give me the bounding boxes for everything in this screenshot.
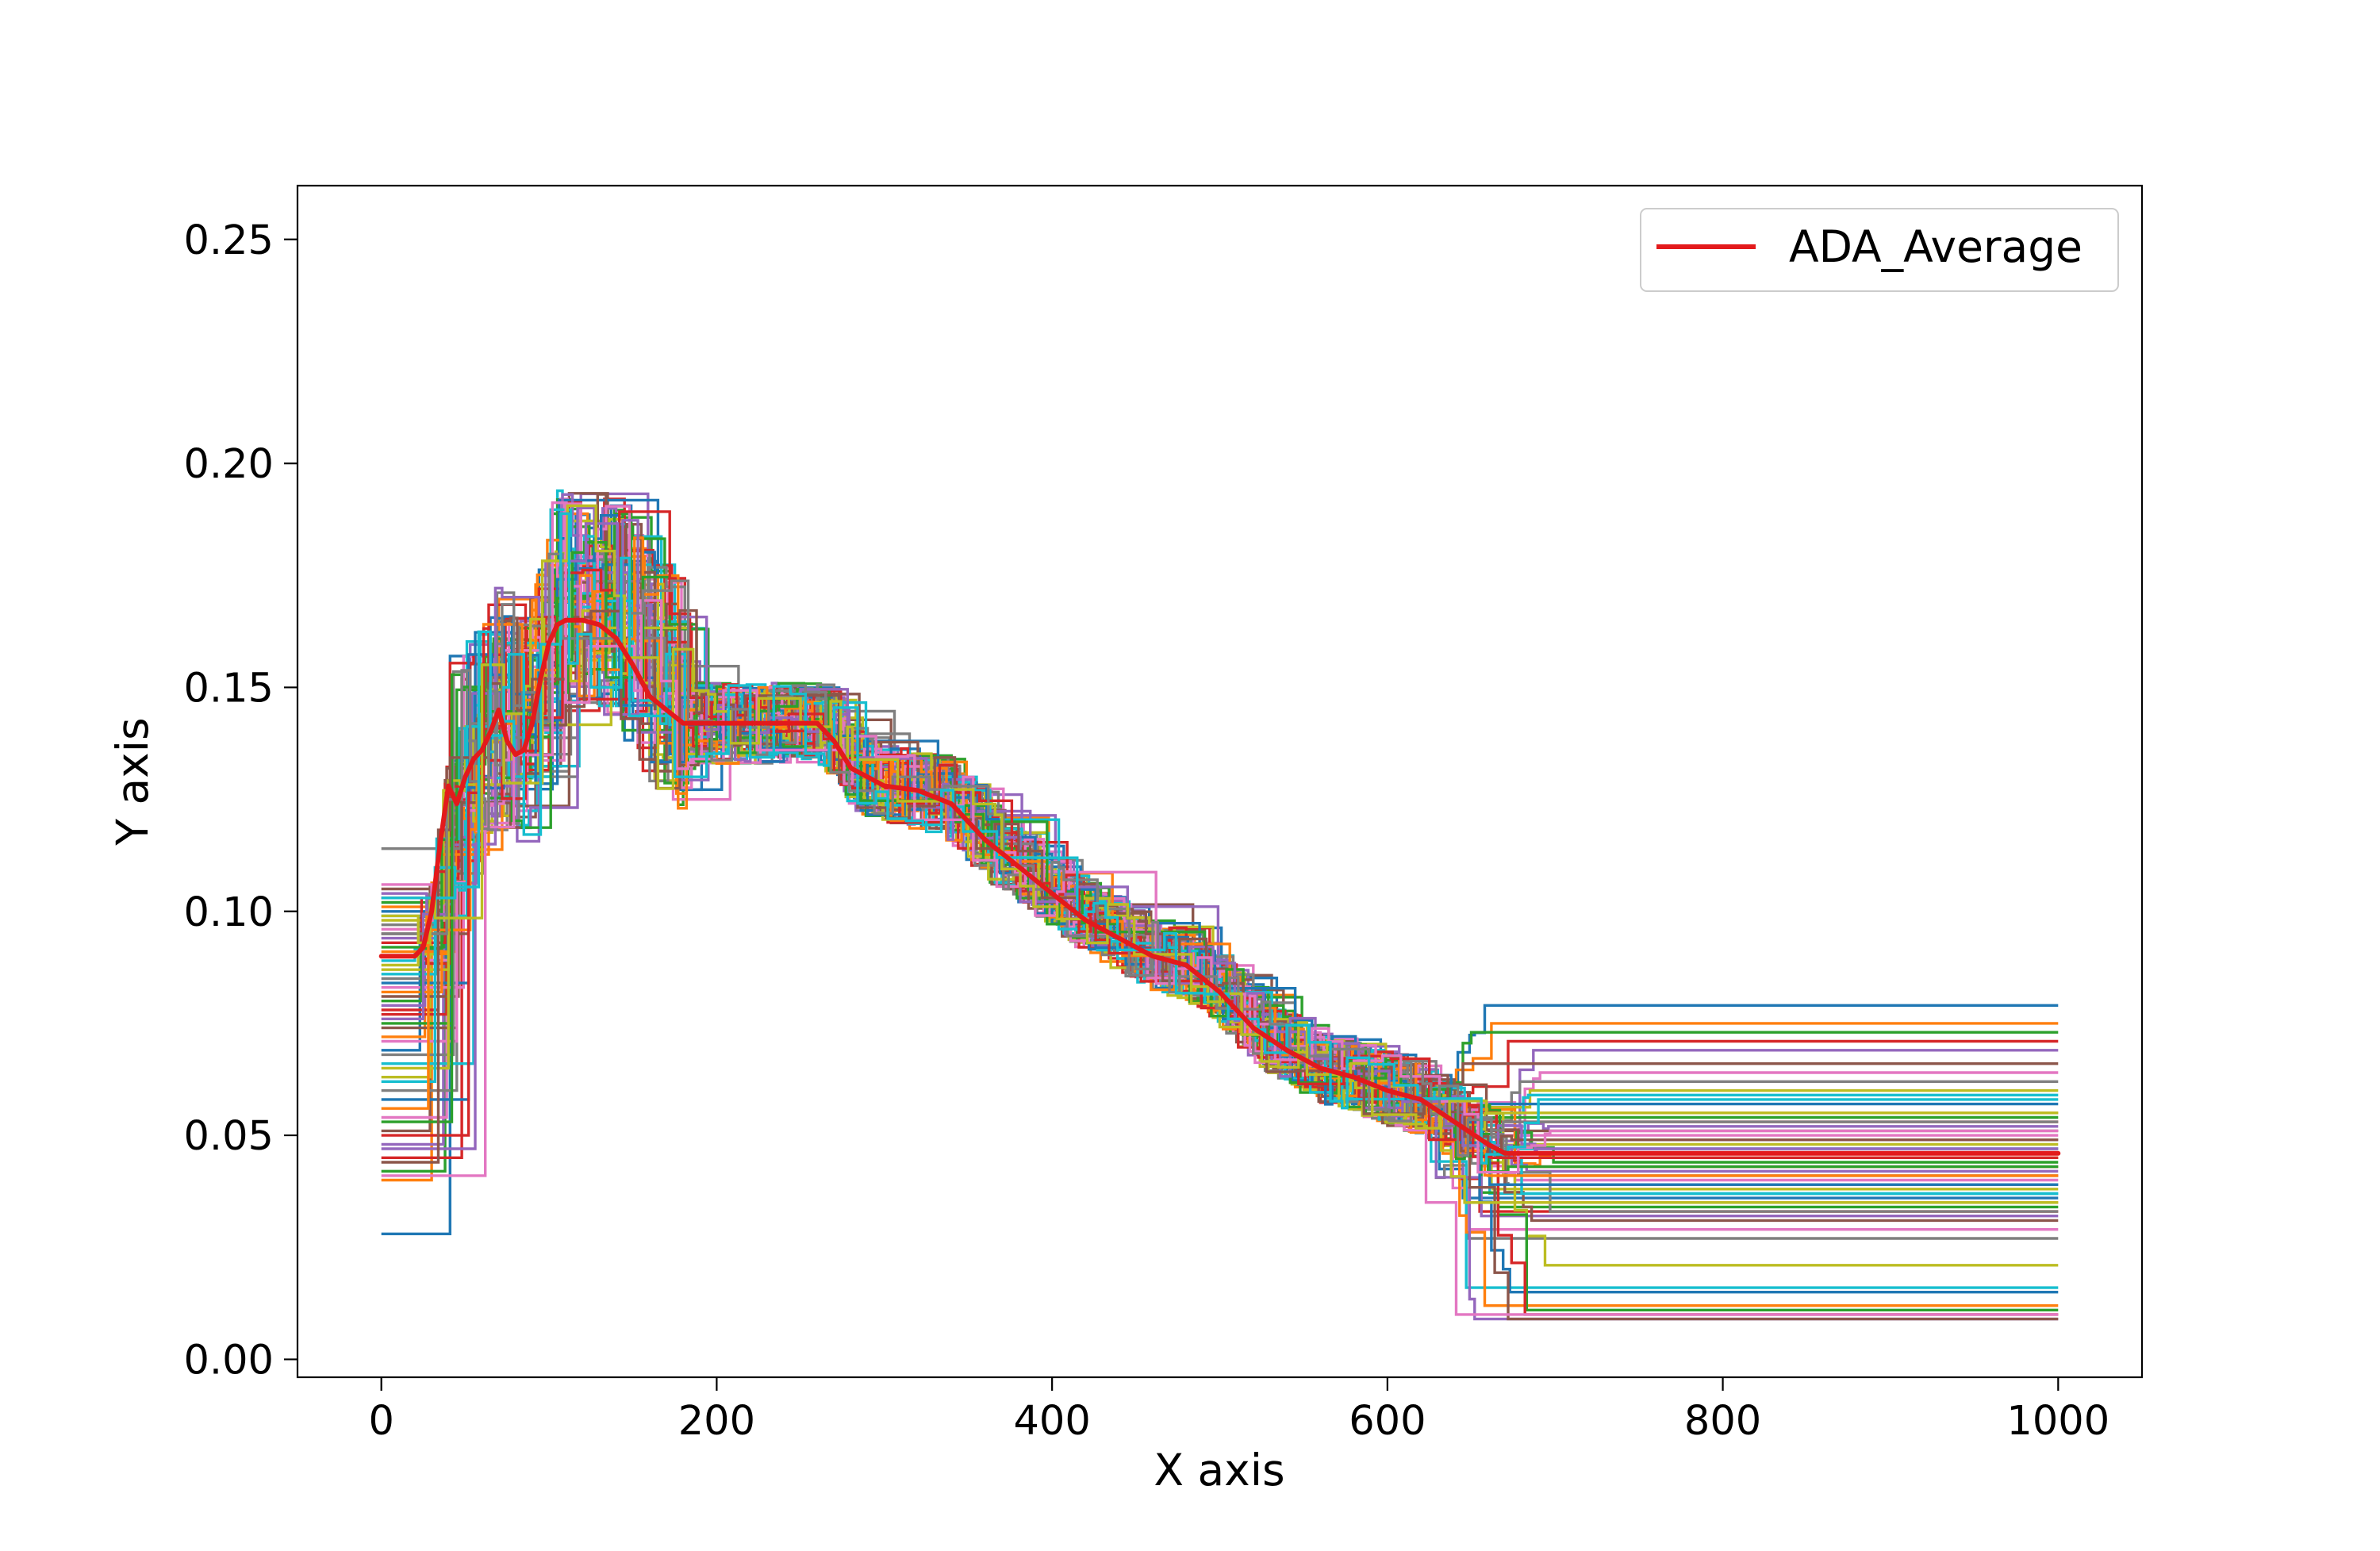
- legend: ADA_Average: [1640, 208, 2119, 292]
- average-series-group: [378, 617, 2061, 1156]
- x-tick-label: 0: [368, 1398, 393, 1445]
- legend-label-ada-average: ADA_Average: [1789, 221, 2082, 272]
- y-tick-label: 0.15: [183, 665, 274, 712]
- ada-average-line: [378, 617, 2061, 1156]
- x-axis-label: X axis: [1154, 1445, 1284, 1495]
- x-tick-label: 600: [1349, 1398, 1426, 1445]
- background-series-group: [381, 489, 2059, 1321]
- x-tick-label: 800: [1684, 1398, 1761, 1445]
- y-axis: 0.00 0.05 0.10 0.15 0.20 0.25: [183, 217, 298, 1384]
- y-axis-label: Y axis: [107, 717, 158, 846]
- background-series-line: [381, 510, 2059, 1159]
- y-tick-label: 0.10: [183, 889, 274, 936]
- background-series-line: [381, 501, 2059, 1177]
- x-tick-label: 400: [1013, 1398, 1090, 1445]
- background-series-line: [381, 512, 2059, 1165]
- y-tick-label: 0.20: [183, 441, 274, 488]
- y-tick-label: 0.25: [183, 217, 274, 264]
- x-tick-label: 200: [678, 1398, 755, 1445]
- background-series-line: [381, 504, 2059, 1130]
- x-axis: 0 200 400 600 800 1000: [368, 1377, 2109, 1445]
- x-tick-label: 1000: [2006, 1398, 2109, 1445]
- y-tick-label: 0.05: [183, 1113, 274, 1160]
- background-series-line: [381, 519, 2059, 1152]
- y-tick-label: 0.00: [183, 1337, 274, 1384]
- plot-frame: [296, 184, 2144, 1379]
- legend-box: [1640, 208, 2119, 292]
